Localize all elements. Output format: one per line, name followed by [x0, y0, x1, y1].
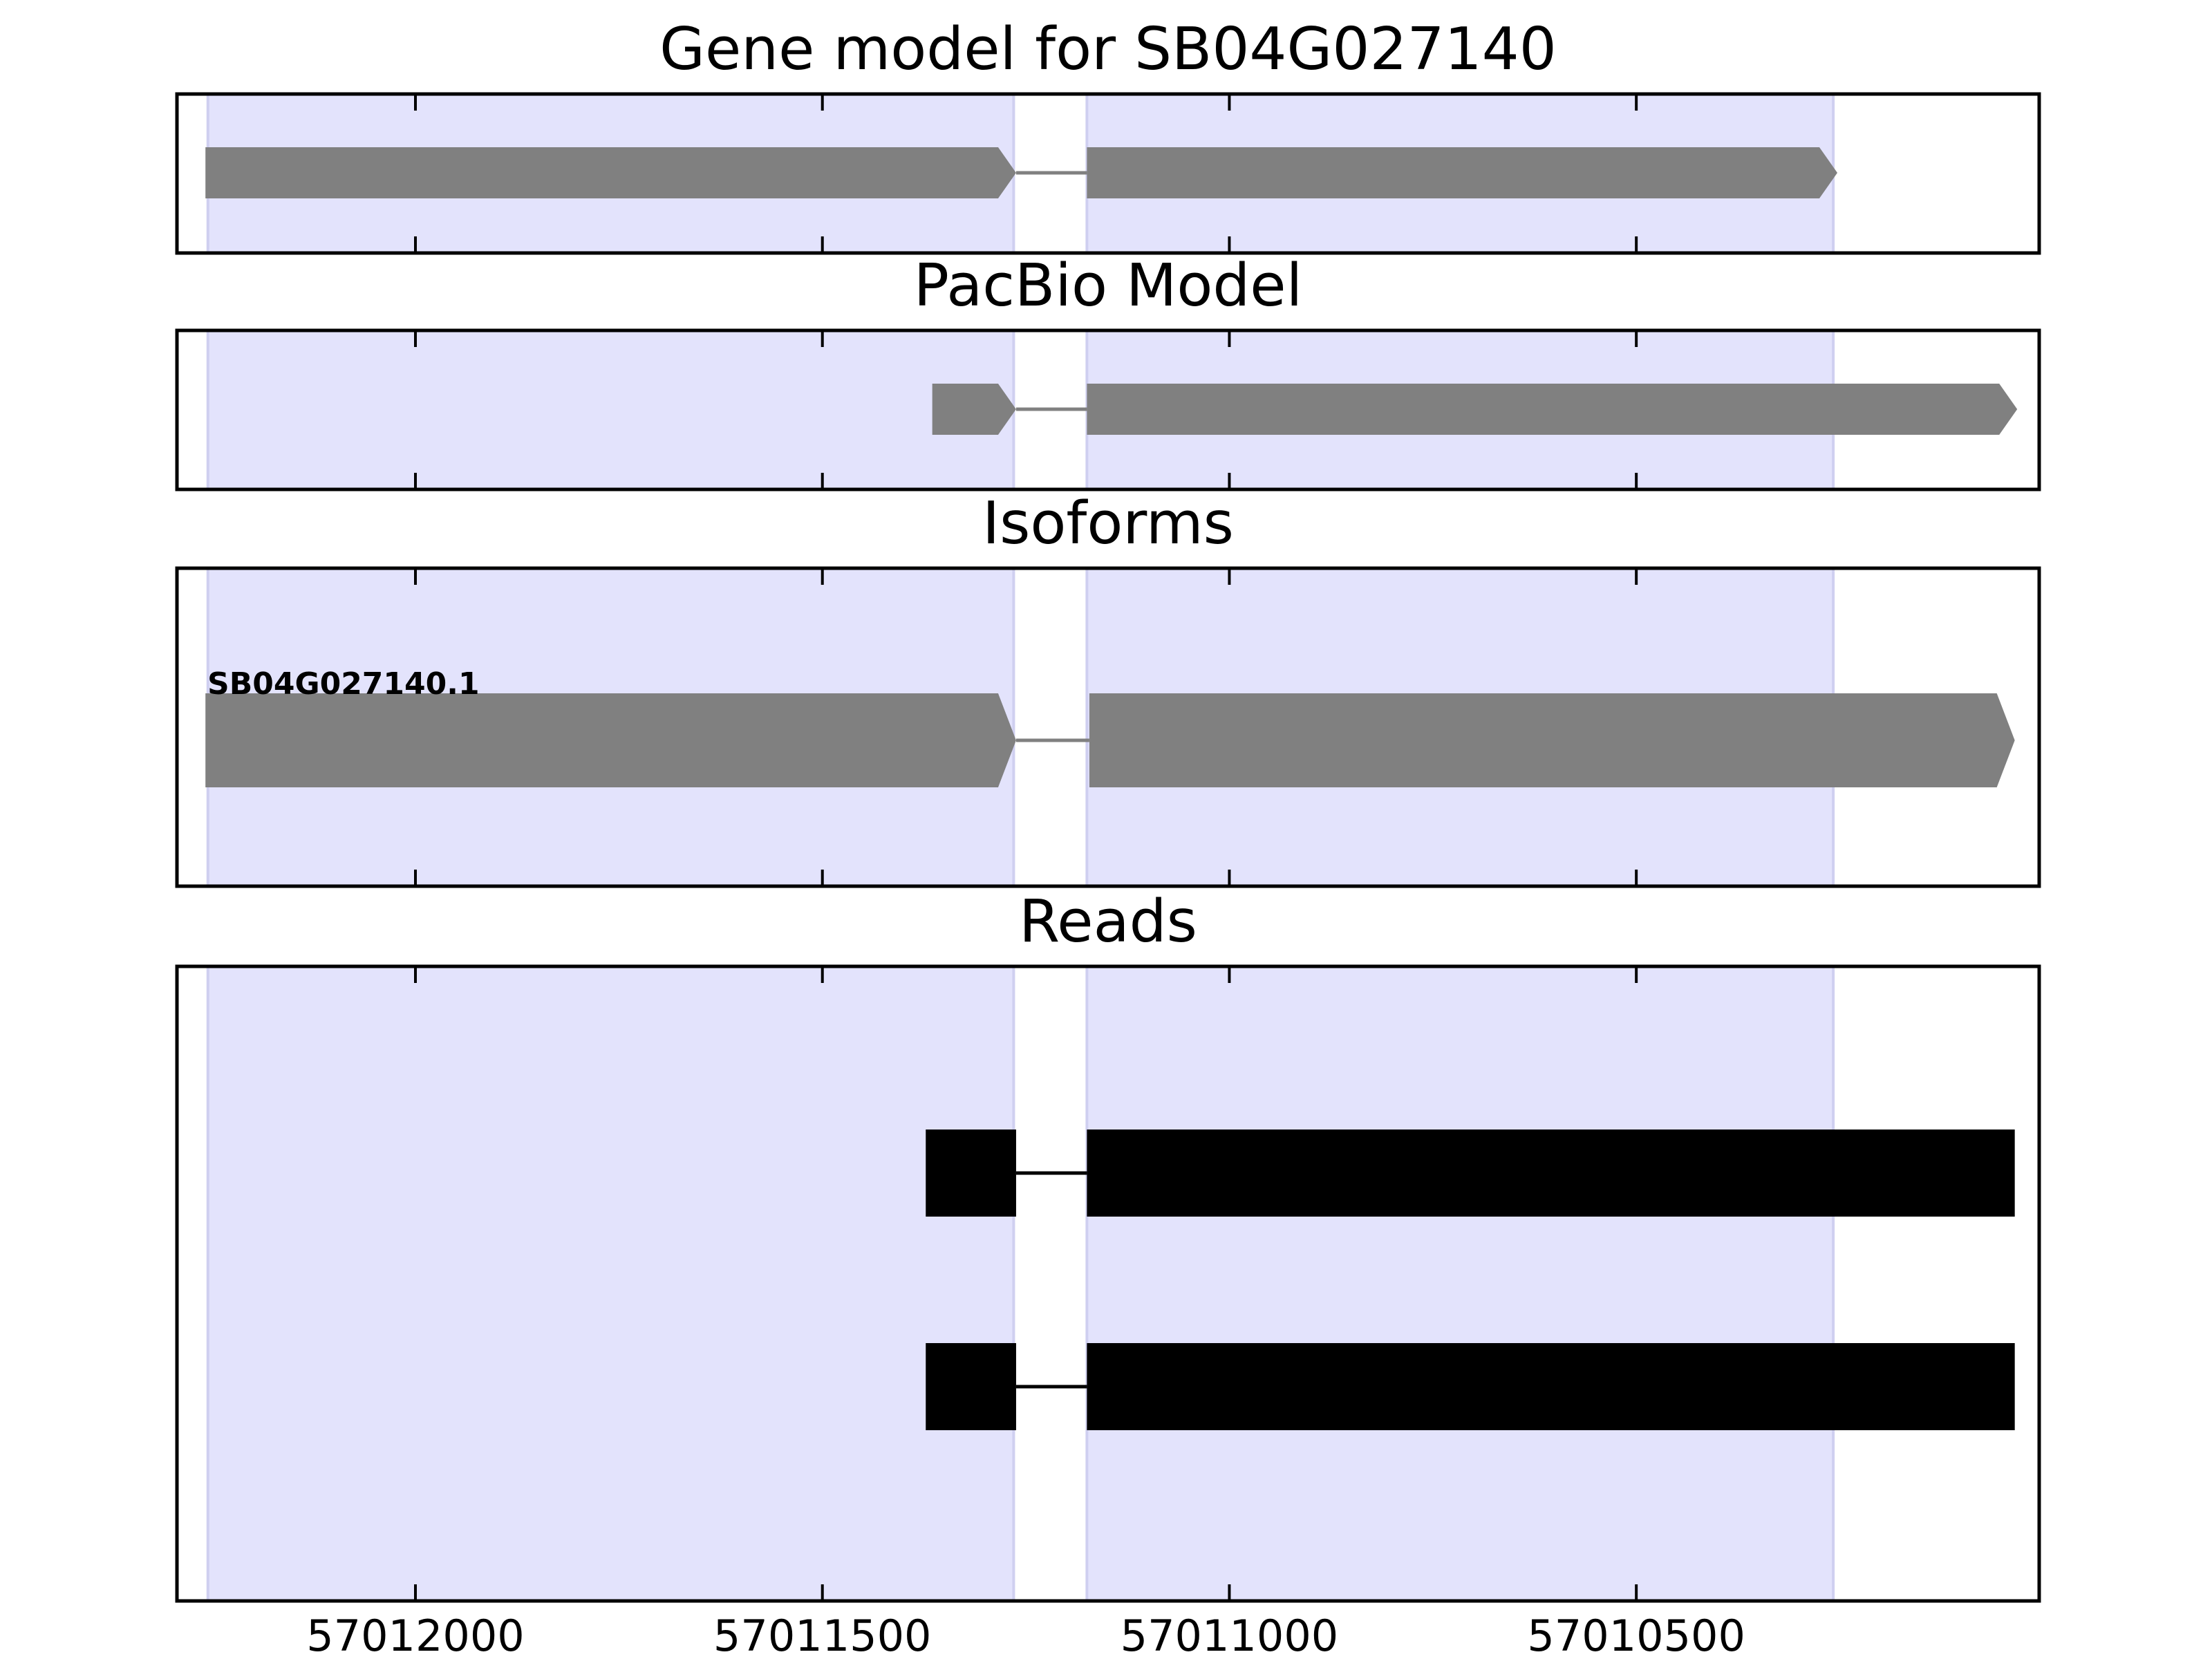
gene-model-ticks — [413, 94, 1638, 253]
pacbio-exon-0-0 — [932, 384, 1016, 435]
reads-highlights — [206, 965, 1835, 1602]
pacbio-model-ticks — [413, 330, 1638, 489]
x-tick-label-0: 57012000 — [306, 1611, 525, 1659]
isoforms-axes-frame — [175, 566, 2041, 888]
gene-model-axes-frame — [175, 92, 2041, 255]
pacbio-model-title: PacBio Model — [914, 252, 1302, 320]
gene_model-exon-0-0 — [205, 147, 1016, 198]
gene-model-title: Gene model for SB04G027140 — [659, 15, 1557, 84]
pacbio-highlight-0 — [206, 329, 1015, 491]
isoforms-title: Isoforms — [982, 489, 1234, 558]
panel-gene-model: Gene model for SB04G027140 — [175, 15, 2041, 255]
panel-reads: Reads — [175, 888, 2041, 1603]
isoforms-ticks — [413, 568, 1638, 886]
reads-exon-1-1 — [1087, 1343, 2015, 1430]
isoform-label: SB04G027140.1 — [207, 666, 480, 702]
pacbio-model-axes-frame — [175, 328, 2041, 491]
x-tick-label-3: 57010500 — [1527, 1611, 1745, 1659]
reads-exon-1-0 — [926, 1343, 1016, 1430]
isoforms-features — [205, 693, 2015, 787]
reads-title: Reads — [1019, 888, 1197, 956]
x-tick-label-2: 57011000 — [1121, 1611, 1339, 1659]
gene-model-features — [205, 147, 1837, 198]
reads-highlight-0 — [206, 965, 1015, 1602]
reads-exon-0-1 — [1087, 1130, 2015, 1217]
reads-features — [926, 1130, 2015, 1430]
isoforms-exon-0-1 — [1089, 693, 2015, 787]
reads-axes-frame — [175, 964, 2041, 1603]
reads-ticks — [413, 966, 1638, 1601]
gene_model-exon-0-1 — [1087, 147, 1837, 198]
pacbio-model-features — [932, 384, 2018, 435]
reads-exon-0-0 — [926, 1130, 1016, 1217]
isoforms-exon-0-0 — [205, 693, 1016, 787]
x-tick-label-1: 57011500 — [713, 1611, 932, 1659]
panel-pacbio-model: PacBio Model — [175, 252, 2041, 491]
pacbio-exon-0-1 — [1087, 384, 2018, 435]
x-axis-tick-labels: 57012000 57011500 57011000 57010500 — [306, 1611, 1745, 1659]
reads-highlight-1 — [1085, 965, 1835, 1602]
panel-isoforms: Isoforms SB04G027140.1 — [175, 489, 2041, 888]
